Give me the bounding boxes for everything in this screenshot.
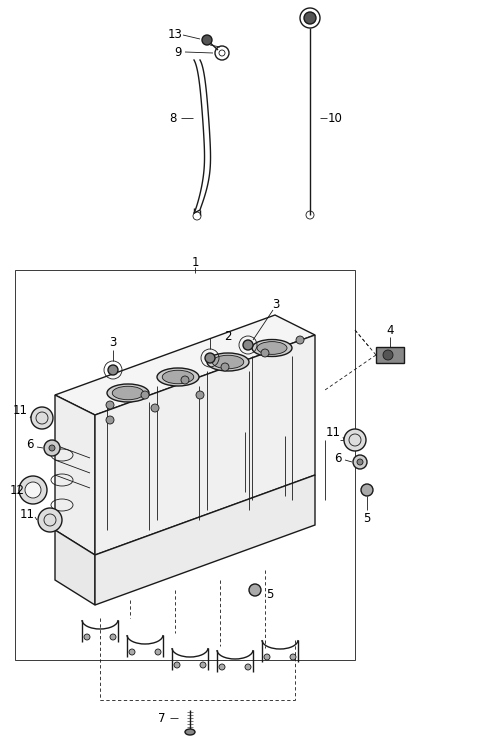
Circle shape: [44, 440, 60, 456]
Circle shape: [219, 664, 225, 670]
Circle shape: [304, 12, 316, 24]
Ellipse shape: [112, 386, 144, 399]
Circle shape: [361, 484, 373, 496]
Circle shape: [31, 407, 53, 429]
Text: 11: 11: [20, 508, 35, 522]
Circle shape: [205, 353, 215, 363]
Polygon shape: [95, 335, 315, 555]
Text: 3: 3: [109, 336, 117, 348]
Circle shape: [106, 416, 114, 424]
Text: 6: 6: [334, 451, 342, 465]
Text: 10: 10: [327, 111, 342, 124]
Polygon shape: [95, 475, 315, 605]
Circle shape: [196, 391, 204, 399]
Ellipse shape: [212, 355, 244, 369]
Text: 5: 5: [363, 511, 371, 525]
Circle shape: [221, 363, 229, 371]
Text: 4: 4: [386, 325, 394, 337]
Circle shape: [129, 649, 135, 655]
Circle shape: [353, 455, 367, 469]
Circle shape: [290, 654, 296, 660]
Text: 1: 1: [191, 256, 199, 268]
Circle shape: [25, 482, 41, 498]
Circle shape: [344, 429, 366, 451]
Circle shape: [38, 508, 62, 532]
Ellipse shape: [185, 729, 195, 735]
Circle shape: [200, 662, 206, 668]
Ellipse shape: [257, 342, 287, 354]
Circle shape: [245, 664, 251, 670]
Bar: [376, 347, 404, 363]
Text: 11: 11: [325, 425, 340, 439]
Text: 12: 12: [10, 483, 25, 496]
Circle shape: [49, 445, 55, 451]
Circle shape: [106, 401, 114, 409]
Circle shape: [19, 476, 47, 504]
Circle shape: [141, 391, 149, 399]
Ellipse shape: [207, 353, 249, 371]
Text: 5: 5: [266, 588, 274, 602]
Text: 11: 11: [12, 404, 27, 416]
Circle shape: [155, 649, 161, 655]
Polygon shape: [55, 530, 95, 605]
Circle shape: [296, 336, 304, 344]
Polygon shape: [55, 395, 95, 555]
Circle shape: [261, 349, 269, 357]
Circle shape: [357, 459, 363, 465]
Circle shape: [110, 634, 116, 640]
Polygon shape: [55, 315, 315, 415]
Text: 3: 3: [272, 299, 280, 311]
Ellipse shape: [252, 339, 292, 356]
Text: 7: 7: [158, 711, 166, 725]
Circle shape: [151, 404, 159, 412]
Text: 8: 8: [169, 111, 177, 124]
Ellipse shape: [157, 368, 199, 386]
Text: 9: 9: [174, 45, 182, 59]
Ellipse shape: [107, 384, 149, 402]
Circle shape: [249, 584, 261, 596]
Circle shape: [181, 376, 189, 384]
Text: 2: 2: [224, 330, 232, 342]
Circle shape: [264, 654, 270, 660]
Circle shape: [108, 365, 118, 375]
Circle shape: [383, 350, 393, 360]
Text: 13: 13: [168, 28, 182, 41]
Circle shape: [84, 634, 90, 640]
Ellipse shape: [162, 370, 194, 384]
Circle shape: [202, 35, 212, 45]
Circle shape: [243, 340, 253, 350]
Circle shape: [174, 662, 180, 668]
Text: 6: 6: [26, 439, 34, 451]
